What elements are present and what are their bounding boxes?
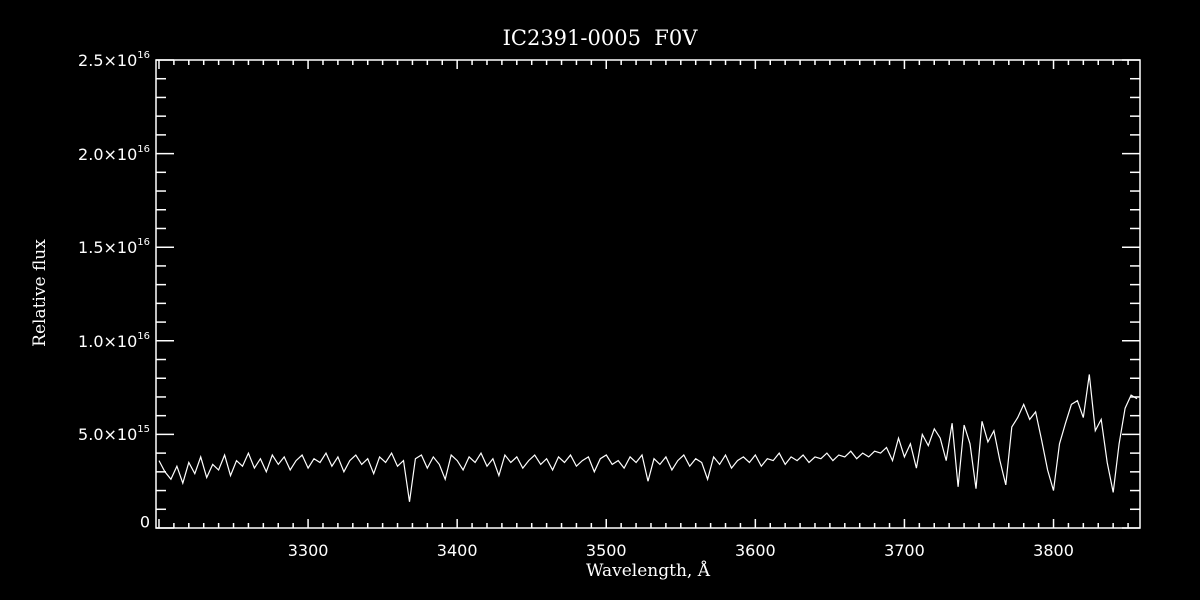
y-tick-label: 0 bbox=[140, 513, 150, 532]
y-tick-base: 1.5×10 bbox=[78, 238, 138, 258]
y-tick-exponent: 16 bbox=[137, 50, 150, 61]
plot-frame bbox=[155, 59, 1141, 529]
y-tick-base: 0 bbox=[139, 512, 150, 532]
y-tick-exponent: 16 bbox=[137, 143, 150, 155]
x-tick-label: 3500 bbox=[585, 541, 627, 560]
y-tick-exponent: 15 bbox=[137, 424, 150, 436]
x-tick-label: 3300 bbox=[287, 541, 329, 560]
spectrum-line bbox=[158, 374, 1138, 502]
y-tick-label: 1.0×1016 bbox=[78, 331, 150, 351]
y-tick-base: 5.0×10 bbox=[78, 425, 138, 445]
y-tick-label: 2.0×1016 bbox=[78, 144, 150, 164]
x-tick-label: 3400 bbox=[436, 541, 478, 560]
y-tick-label: 5.0×1015 bbox=[78, 424, 150, 444]
y-tick-label: 1.5×1016 bbox=[78, 237, 150, 257]
y-axis-label: Relative flux bbox=[30, 239, 50, 347]
y-tick-base: 1.0×10 bbox=[78, 331, 138, 351]
x-tick-label: 3700 bbox=[884, 541, 925, 560]
x-tick-label: 3800 bbox=[1033, 541, 1074, 560]
y-tick-exponent: 16 bbox=[137, 237, 150, 249]
chart-title: IC2391-0005 F0V bbox=[502, 26, 698, 50]
x-tick-label: 3600 bbox=[734, 541, 776, 560]
y-tick-base: 2.0×10 bbox=[78, 144, 138, 164]
y-tick-base: 2.5×10 bbox=[78, 51, 138, 70]
y-tick-label: 2.5×1016 bbox=[78, 50, 150, 70]
y-tick-exponent: 16 bbox=[137, 330, 150, 342]
x-axis-label: Wavelength, Å bbox=[586, 561, 710, 581]
